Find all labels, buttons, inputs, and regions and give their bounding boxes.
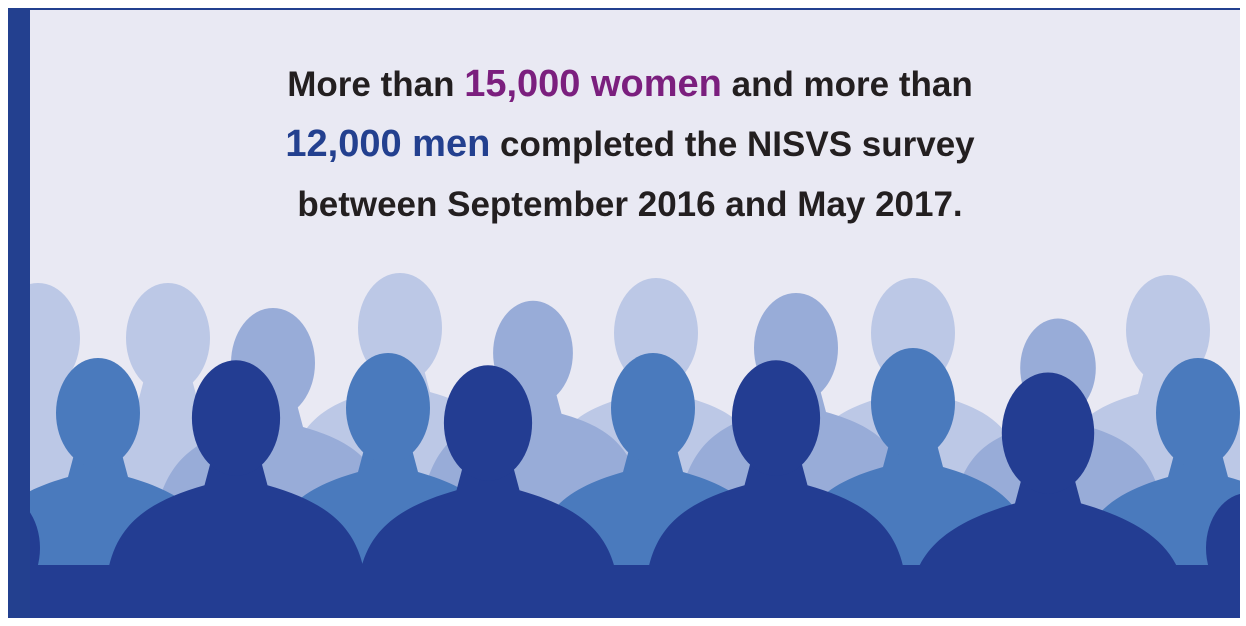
left-bar [8,8,30,618]
page: More than 15,000 women and more than 12,… [0,0,1246,626]
women-count: 15,000 women [464,63,722,105]
headline-line: between September 2016 and May 2017. [297,185,962,224]
headline-text: and more than [722,65,973,104]
men-count: 12,000 men [285,123,490,165]
silhouette-part [732,360,820,476]
silhouette-part [346,353,430,463]
headline-line: More than 15,000 women and more than [287,63,973,105]
headline-text: between September 2016 and May 2017. [297,185,962,224]
silhouette-part [444,365,532,481]
silhouette-part [56,358,140,468]
headline-text: More than [287,65,464,104]
silhouette-part [1002,373,1094,494]
top-border [8,8,1240,10]
bottom-band [8,565,1240,618]
silhouette-part [192,360,280,476]
silhouette-part [1156,358,1240,468]
silhouette-part [611,353,695,463]
headline-text: completed the NISVS survey [490,125,975,164]
infographic: More than 15,000 women and more than 12,… [8,8,1240,618]
silhouette-part [871,348,955,458]
headline-line: 12,000 men completed the NISVS survey [285,123,975,165]
silhouette-part [126,283,210,393]
